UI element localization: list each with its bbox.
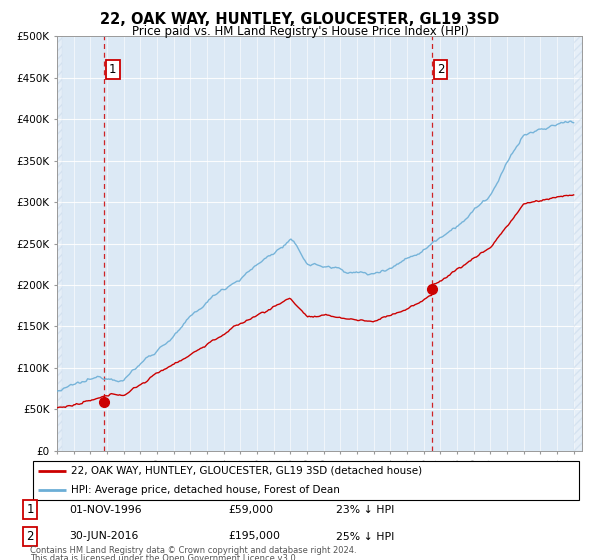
- Text: Contains HM Land Registry data © Crown copyright and database right 2024.: Contains HM Land Registry data © Crown c…: [30, 546, 356, 555]
- FancyBboxPatch shape: [33, 461, 579, 500]
- Text: £59,000: £59,000: [228, 505, 273, 515]
- Text: 22, OAK WAY, HUNTLEY, GLOUCESTER, GL19 3SD (detached house): 22, OAK WAY, HUNTLEY, GLOUCESTER, GL19 3…: [71, 465, 422, 475]
- Text: 01-NOV-1996: 01-NOV-1996: [69, 505, 142, 515]
- Text: 25% ↓ HPI: 25% ↓ HPI: [336, 531, 394, 542]
- Text: 23% ↓ HPI: 23% ↓ HPI: [336, 505, 394, 515]
- Text: 1: 1: [109, 63, 116, 76]
- Text: £195,000: £195,000: [228, 531, 280, 542]
- Text: Price paid vs. HM Land Registry's House Price Index (HPI): Price paid vs. HM Land Registry's House …: [131, 25, 469, 38]
- Text: 2: 2: [26, 530, 34, 543]
- Text: 30-JUN-2016: 30-JUN-2016: [69, 531, 139, 542]
- Text: 22, OAK WAY, HUNTLEY, GLOUCESTER, GL19 3SD: 22, OAK WAY, HUNTLEY, GLOUCESTER, GL19 3…: [100, 12, 500, 27]
- Text: This data is licensed under the Open Government Licence v3.0.: This data is licensed under the Open Gov…: [30, 554, 298, 560]
- Text: HPI: Average price, detached house, Forest of Dean: HPI: Average price, detached house, Fore…: [71, 485, 340, 495]
- Text: 1: 1: [26, 503, 34, 516]
- Text: 2: 2: [437, 63, 445, 76]
